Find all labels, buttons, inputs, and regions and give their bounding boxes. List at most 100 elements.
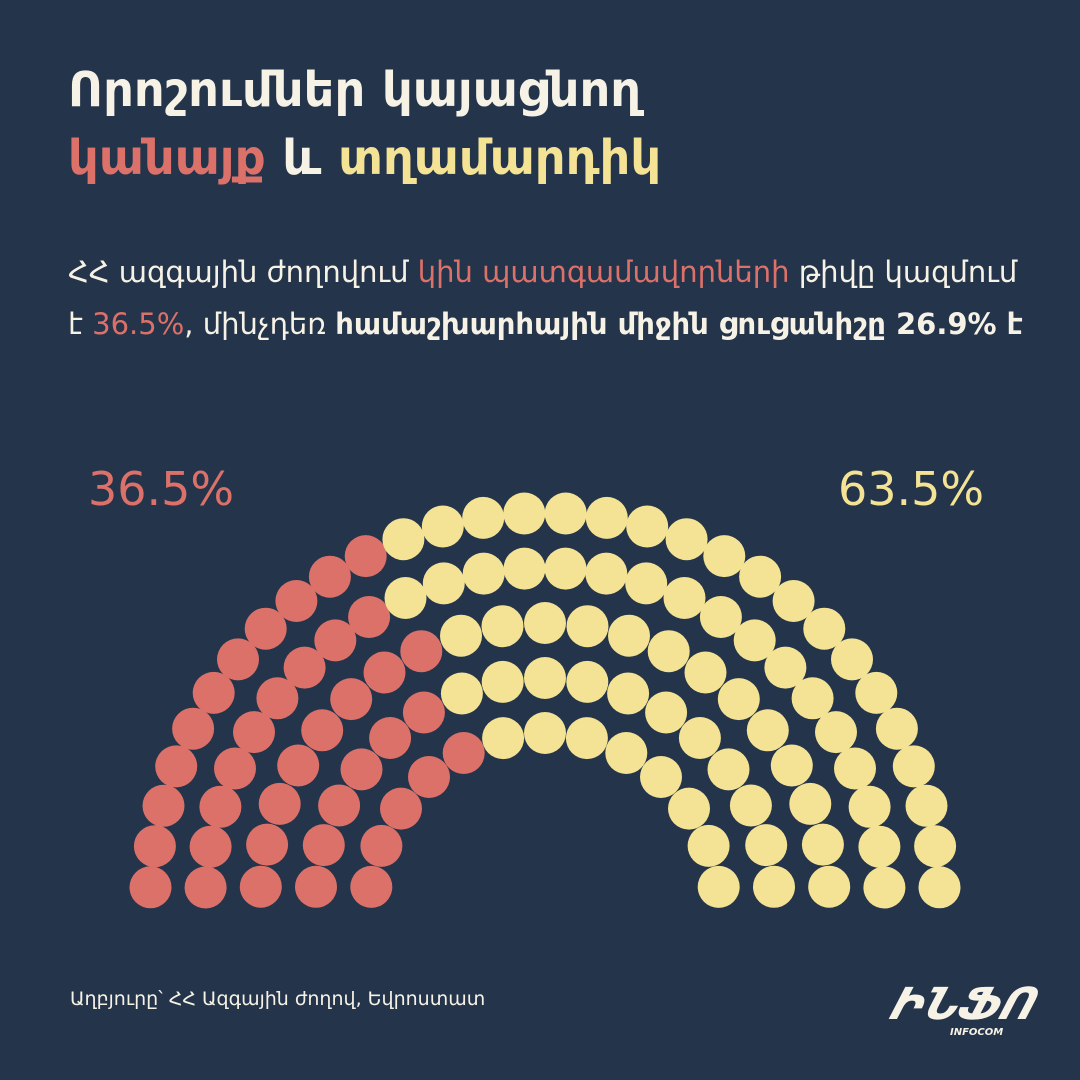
seat-men: [481, 605, 524, 648]
seat-men: [753, 865, 795, 908]
seat-men: [699, 596, 742, 638]
seat-women: [295, 865, 337, 908]
source-note: Աղբյուրը՝ ՀՀ Ազգային ժողով, Եվրոստատ: [70, 988, 486, 1010]
seat-men: [382, 518, 425, 561]
seat-men: [565, 717, 608, 760]
seat-men: [789, 782, 832, 825]
seat-women: [283, 646, 326, 689]
seat-men: [647, 630, 690, 673]
seat-men: [684, 651, 727, 694]
seat-women: [155, 745, 198, 788]
seat-men: [746, 709, 789, 752]
seat-women: [239, 865, 282, 908]
seat-men: [481, 660, 524, 703]
seat-men: [440, 614, 482, 657]
seat-men: [703, 535, 746, 578]
seat-men: [815, 711, 857, 754]
seat-women: [189, 825, 232, 868]
seat-men: [831, 638, 873, 681]
seat-women: [340, 748, 383, 791]
seat-women: [408, 756, 450, 798]
seat-women: [244, 607, 287, 650]
seat-women: [277, 744, 320, 787]
seat-men: [566, 660, 609, 703]
seat-men: [503, 492, 546, 535]
seat-women: [217, 638, 259, 681]
seat-men: [625, 562, 668, 605]
seat-men: [803, 607, 846, 650]
seat-men: [697, 865, 740, 908]
seat-men: [585, 552, 628, 595]
seat-men: [892, 745, 935, 788]
seat-men: [544, 547, 587, 590]
seat-men: [834, 747, 876, 790]
seat-men: [645, 691, 688, 734]
seat-men: [626, 505, 669, 548]
seat-men: [421, 505, 464, 548]
seat-men: [733, 619, 776, 662]
seat-men: [770, 744, 813, 787]
title-line-2: կանայք և տղամարդիկ: [68, 124, 661, 192]
seat-women: [275, 580, 318, 622]
infocom-logo: ԻՆՖՈ INFOCOM: [884, 978, 1046, 1038]
seat-men: [905, 784, 948, 827]
men-percent-label: 63.5%: [838, 462, 985, 516]
title-and: և: [282, 130, 322, 186]
seat-men: [801, 823, 844, 866]
seat-men: [918, 866, 961, 909]
subtitle: ՀՀ ազգային ժողովում կին պատգամավորների թ…: [68, 246, 1028, 350]
subtitle-women-highlight: կին պատգամավորների: [417, 255, 790, 289]
seat-women: [369, 717, 412, 759]
subtitle-percent: 36.5%: [92, 307, 185, 341]
seat-women: [172, 707, 215, 750]
seat-men: [524, 712, 566, 754]
seat-men: [524, 657, 566, 699]
title-men: տղամարդիկ: [338, 130, 662, 186]
seat-women: [308, 555, 351, 598]
seat-women: [199, 785, 242, 828]
seat-men: [914, 825, 957, 868]
title-women: կանայք: [68, 130, 266, 186]
seat-women: [233, 711, 275, 754]
seat-women: [258, 782, 301, 825]
seat-men: [687, 824, 730, 867]
seat-men: [808, 865, 851, 908]
seat-women: [192, 671, 235, 714]
seat-women: [184, 866, 227, 909]
seat-women: [318, 784, 361, 827]
seat-men: [668, 787, 710, 830]
seat-men: [422, 562, 465, 605]
seat-women: [400, 630, 443, 673]
women-percent-label: 36.5%: [88, 462, 235, 516]
seat-men: [566, 605, 609, 648]
seat-women: [330, 678, 373, 721]
seat-men: [585, 496, 628, 539]
seat-men: [729, 784, 772, 827]
seat-men: [848, 785, 891, 828]
seat-men: [764, 646, 807, 689]
seat-women: [142, 784, 185, 827]
seat-men: [384, 577, 427, 619]
seat-women: [129, 866, 172, 909]
seat-women: [344, 535, 387, 578]
seat-men: [707, 748, 750, 791]
seat-men: [503, 547, 546, 590]
seat-women: [363, 651, 406, 694]
seat-men: [482, 717, 525, 760]
seat-men: [858, 825, 901, 868]
seat-men: [665, 518, 708, 561]
seat-women: [360, 824, 403, 867]
title-line-1: Որոշումներ կայացնող: [68, 62, 642, 118]
seat-men: [607, 672, 650, 715]
logo-mark: ԻՆՖՈ: [884, 978, 1046, 1030]
seat-men: [462, 552, 505, 595]
logo-subtext: INFOCOM: [950, 1027, 1003, 1038]
seat-men: [440, 672, 483, 715]
seat-men: [462, 496, 505, 539]
seat-men: [524, 602, 566, 644]
seat-women: [256, 677, 299, 720]
seat-women: [350, 865, 393, 908]
seat-men: [605, 732, 648, 774]
subtitle-part-1: ՀՀ ազգային ժողովում: [68, 255, 418, 289]
seat-men: [791, 677, 834, 720]
